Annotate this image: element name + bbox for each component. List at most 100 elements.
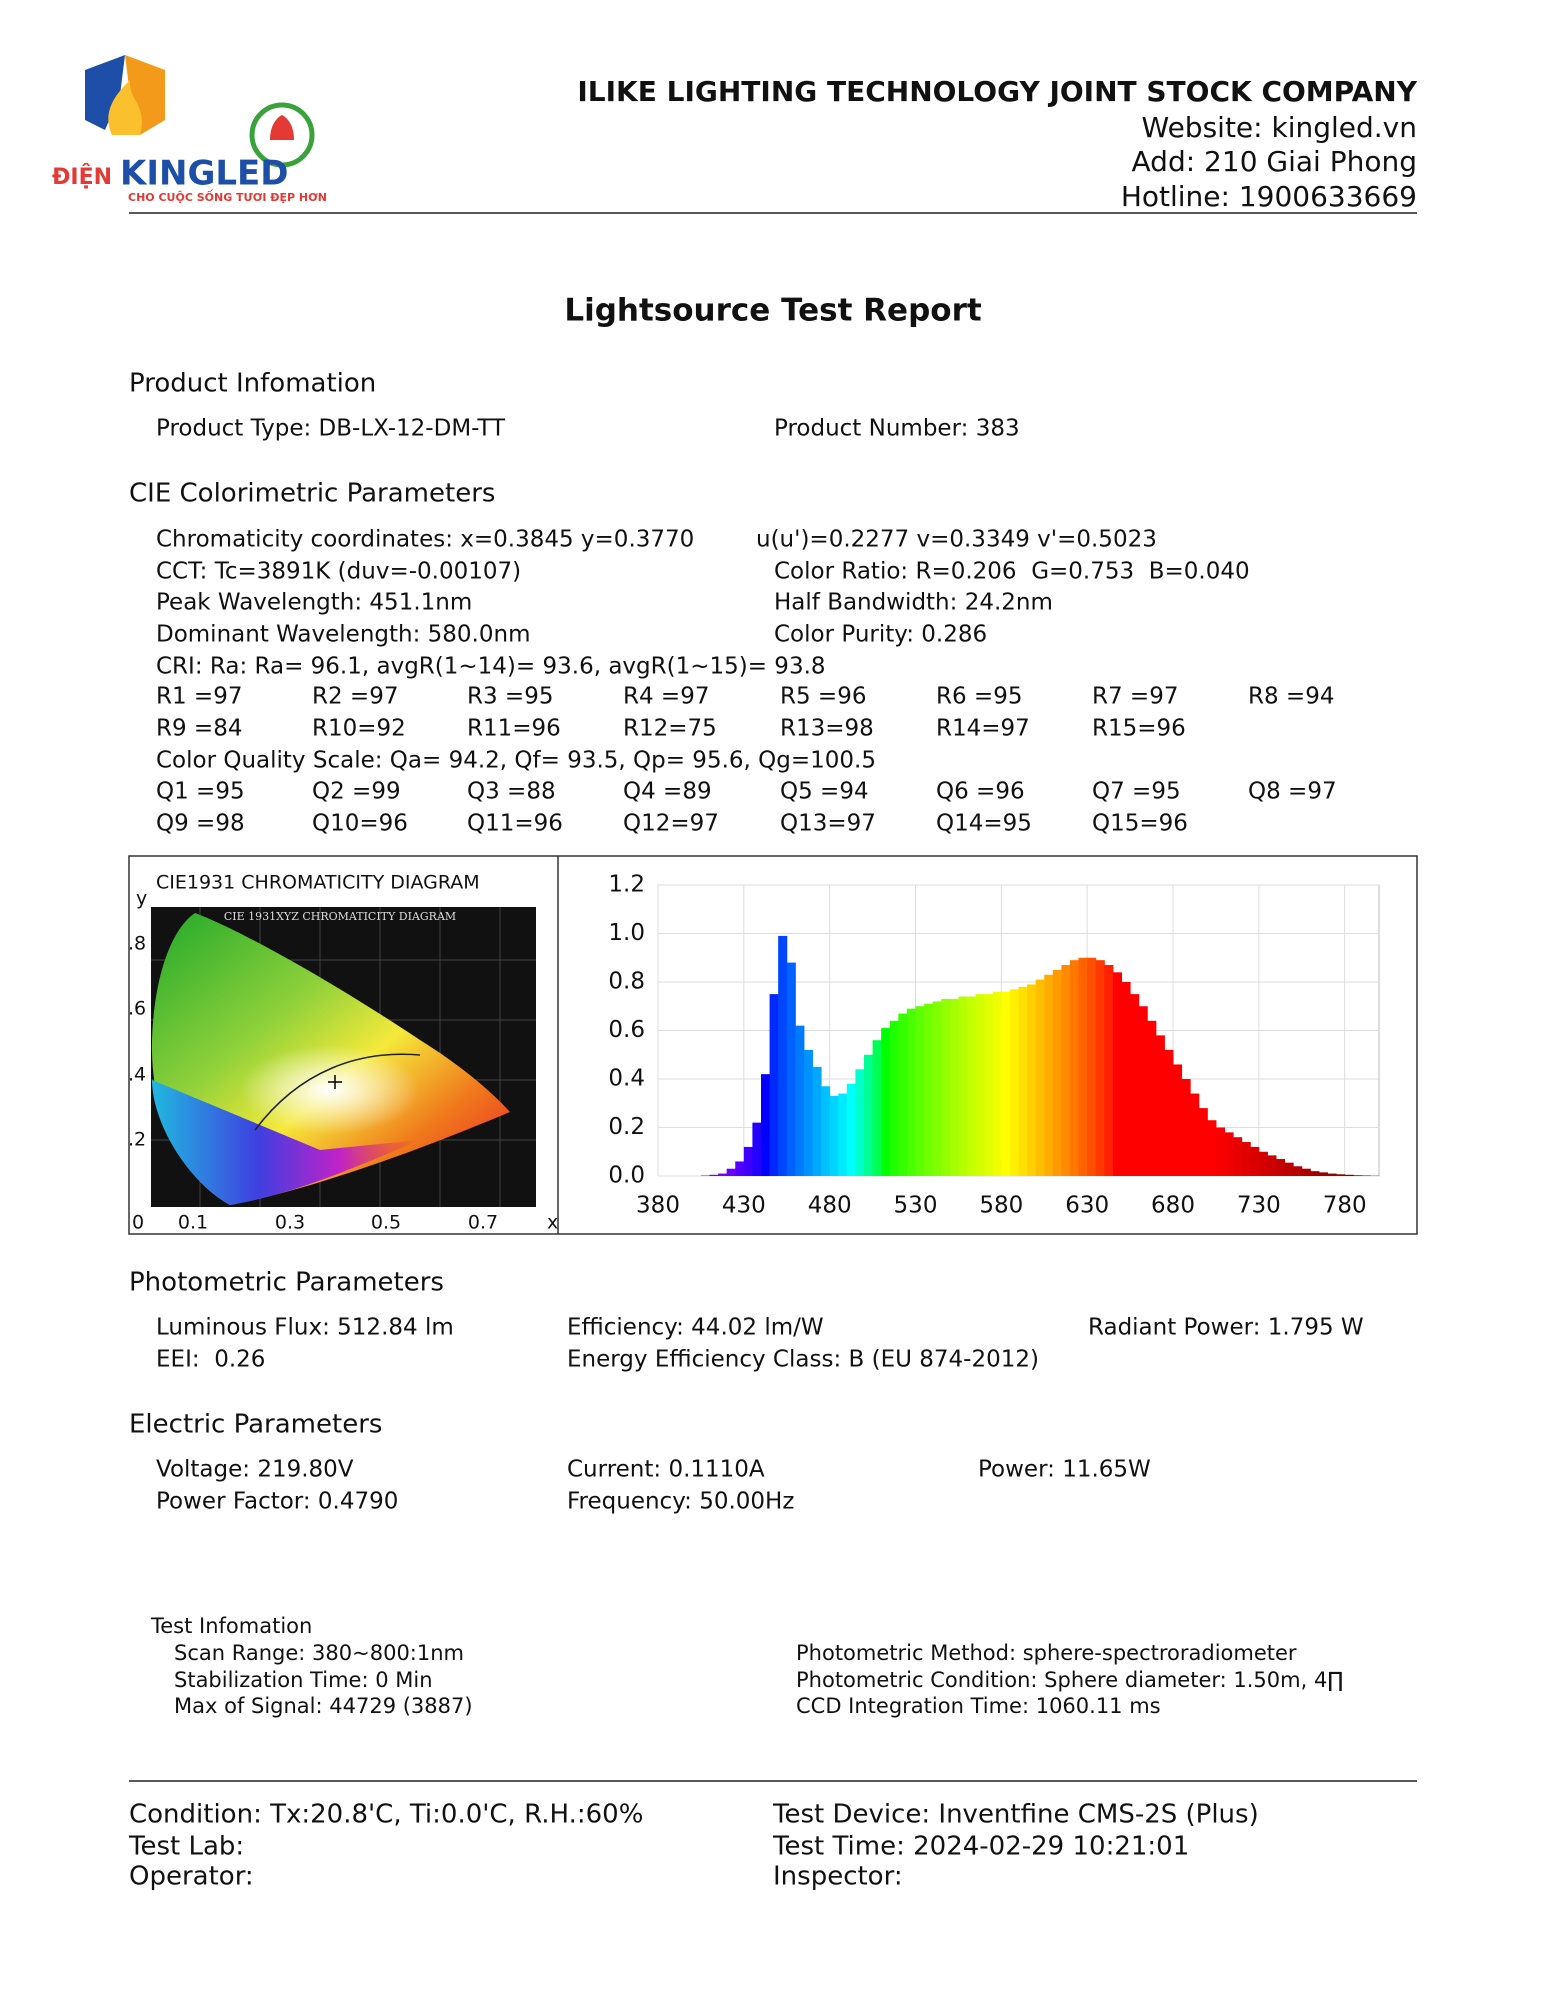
x-tick-label: 480 <box>808 1193 852 1219</box>
footer-item: Test Device: Inventfine CMS-2S (Plus) <box>772 1800 1259 1830</box>
r-value: R15=96 <box>1092 716 1186 742</box>
spectrum-bar <box>1224 1132 1234 1176</box>
test-info-item: Photometric Method: sphere-spectroradiom… <box>796 1641 1297 1665</box>
electric-item: Power Factor: 0.4790 <box>156 1489 398 1515</box>
cie-x-tick: 0.5 <box>371 1212 401 1234</box>
spectrum-bar <box>1310 1171 1320 1176</box>
r-value: R8 =94 <box>1248 684 1334 710</box>
colorimetric-item: Color Ratio: R=0.206 G=0.753 B=0.040 <box>774 559 1250 585</box>
logo-text: ĐIỆN <box>52 163 112 190</box>
spectrum-bar <box>1190 1093 1200 1176</box>
spectrum-bar <box>915 1006 925 1176</box>
x-tick-label: 680 <box>1151 1193 1195 1219</box>
spectrum-bar <box>1155 1035 1165 1176</box>
company-address: Add: 210 Giai Phong <box>1132 145 1417 178</box>
q-value: Q5 =94 <box>780 779 869 805</box>
spectrum-bar <box>984 994 994 1176</box>
y-tick-label: 1.0 <box>608 920 645 946</box>
spectrum-bar <box>1344 1174 1354 1176</box>
r-value: R3 =95 <box>467 684 553 710</box>
cie-y-tick: .6 <box>128 998 146 1020</box>
company-hotline: Hotline: 1900633669 <box>1121 180 1417 213</box>
photometric-item: Radiant Power: 1.795 W <box>1088 1315 1364 1341</box>
q-value: Q4 =89 <box>623 779 712 805</box>
spectrum-bar <box>1181 1079 1191 1176</box>
cie-x-tick: 0.3 <box>275 1212 305 1234</box>
r-value: R7 =97 <box>1092 684 1178 710</box>
spectrum-bar <box>846 1083 856 1176</box>
q-value: Q7 =95 <box>1092 779 1181 805</box>
spectrum-bar <box>1087 957 1097 1176</box>
spectrum-bar <box>1336 1174 1346 1176</box>
q-value: Q13=97 <box>780 811 876 837</box>
spectrum-bar <box>1207 1120 1217 1176</box>
q-value: Q15=96 <box>1092 811 1188 837</box>
x-tick-label: 580 <box>979 1193 1023 1219</box>
spectrum-bar <box>803 1049 813 1176</box>
product-number: Product Number: 383 <box>774 416 1020 442</box>
spectrum-bar <box>821 1086 831 1176</box>
colorimetric-item: Color Purity: 0.286 <box>774 622 987 648</box>
y-tick-label: 0.6 <box>608 1017 645 1043</box>
cie-y-label: y <box>136 888 147 910</box>
spectrum-bar <box>726 1168 736 1176</box>
cie-x-tick: 0 <box>132 1212 144 1234</box>
test-info-item: Photometric Condition: Sphere diameter: … <box>796 1668 1343 1692</box>
spectrum-bar <box>864 1054 874 1176</box>
test-info-heading: Test Infomation <box>150 1614 312 1638</box>
photometric-item: EEI: 0.26 <box>156 1347 265 1373</box>
spectrum-bar <box>1198 1108 1208 1176</box>
electric-item: Frequency: 50.00Hz <box>567 1489 794 1515</box>
colorimetric-item: u(u')=0.2277 v=0.3349 v'=0.5023 <box>756 527 1157 553</box>
cie-x-tick: 0.1 <box>178 1212 208 1234</box>
spectrum-bar <box>1052 969 1062 1176</box>
logo <box>85 55 315 168</box>
q-value: Q9 =98 <box>156 811 245 837</box>
logo-shield <box>85 55 125 130</box>
spectrum-bar <box>906 1008 916 1176</box>
spectrum-bar <box>718 1173 728 1176</box>
logo-leaf <box>270 115 294 140</box>
spectrum-bar <box>941 998 951 1176</box>
spectrum-bar <box>761 1074 771 1176</box>
r-value: R9 =84 <box>156 716 242 742</box>
spectrum-bar <box>1070 960 1080 1176</box>
x-tick-label: 380 <box>636 1193 680 1219</box>
r-value: R5 =96 <box>780 684 866 710</box>
footer-item: Condition: Tx:20.8'C, Ti:0.0'C, R.H.:60% <box>129 1800 643 1830</box>
test-info-item: Max of Signal: 44729 (3887) <box>174 1694 473 1718</box>
electric-item: Voltage: 219.80V <box>156 1457 354 1483</box>
footer-item: Inspector: <box>773 1862 903 1892</box>
spectrum-bar <box>795 1025 805 1176</box>
q-value: Q6 =96 <box>936 779 1025 805</box>
spectrum-bar <box>1301 1168 1311 1176</box>
logo-circle <box>249 102 315 168</box>
cie-x-label: x <box>547 1212 558 1234</box>
product-type: Product Type: DB-LX-12-DM-TT <box>156 416 506 442</box>
y-tick-label: 0.0 <box>608 1163 645 1189</box>
chromaticity-point <box>328 1075 342 1089</box>
spectrum-bar <box>975 994 985 1176</box>
spectrum-bar <box>709 1174 719 1176</box>
colorimetric-item: Dominant Wavelength: 580.0nm <box>156 622 530 648</box>
spectrum-bar <box>1018 986 1028 1176</box>
cri-line: CRI: Ra: Ra= 96.1, avgR(1~14)= 93.6, avg… <box>156 654 826 680</box>
spectrum-bar <box>838 1093 848 1176</box>
spectrum-bar <box>1130 994 1140 1176</box>
q-value: Q8 =97 <box>1248 779 1337 805</box>
spectrum-bar <box>855 1069 865 1176</box>
q-value: Q2 =99 <box>312 779 401 805</box>
planckian-locus <box>254 1053 421 1131</box>
section-heading: CIE Colorimetric Parameters <box>129 479 495 509</box>
test-info-item: Stabilization Time: 0 Min <box>174 1668 433 1692</box>
company-name: ILIKE LIGHTING TECHNOLOGY JOINT STOCK CO… <box>577 75 1417 108</box>
spectrum-bar <box>1061 965 1071 1176</box>
y-tick-label: 0.4 <box>608 1066 645 1092</box>
colorimetric-item: Half Bandwidth: 24.2nm <box>774 590 1053 616</box>
electric-item: Current: 0.1110A <box>567 1457 765 1483</box>
cie-diagram: CIE 1931XYZ CHROMATICITY DIAGRAM <box>151 907 536 1207</box>
spectrum-bar <box>1293 1166 1303 1176</box>
test-info-item: CCD Integration Time: 1060.11 ms <box>796 1694 1161 1718</box>
report-title: Lightsource Test Report <box>564 293 982 329</box>
spectrum-bar <box>1164 1049 1174 1176</box>
